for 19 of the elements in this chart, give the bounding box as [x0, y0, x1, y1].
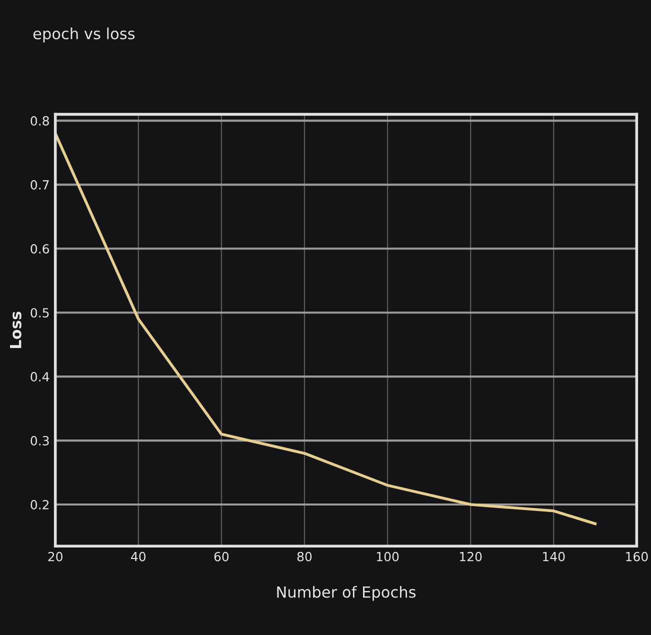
- y-tick-label: 0.3: [30, 436, 49, 446]
- x-tick-label: 40: [131, 552, 146, 562]
- y-axis-title: Loss: [10, 312, 22, 348]
- x-tick-label: 120: [460, 552, 482, 562]
- x-tick-label: 100: [376, 552, 399, 562]
- y-tick-label: 0.2: [30, 500, 49, 510]
- x-tick-label: 140: [543, 552, 565, 562]
- x-tick-label: 60: [214, 552, 229, 562]
- x-tick-label: 20: [48, 552, 62, 562]
- x-tick-label: 80: [297, 552, 312, 562]
- x-tick-label: 160: [626, 552, 648, 562]
- chart-title: epoch vs loss: [33, 28, 135, 42]
- y-tick-label: 0.5: [30, 308, 49, 318]
- y-tick-label: 0.4: [30, 372, 50, 382]
- y-tick-label: 0.7: [30, 180, 49, 190]
- y-tick-label: 0.6: [30, 244, 49, 254]
- line-series: [55, 132, 597, 526]
- y-tick-label: 0.8: [30, 116, 49, 126]
- x-axis-title: Number of Epochs: [277, 586, 416, 601]
